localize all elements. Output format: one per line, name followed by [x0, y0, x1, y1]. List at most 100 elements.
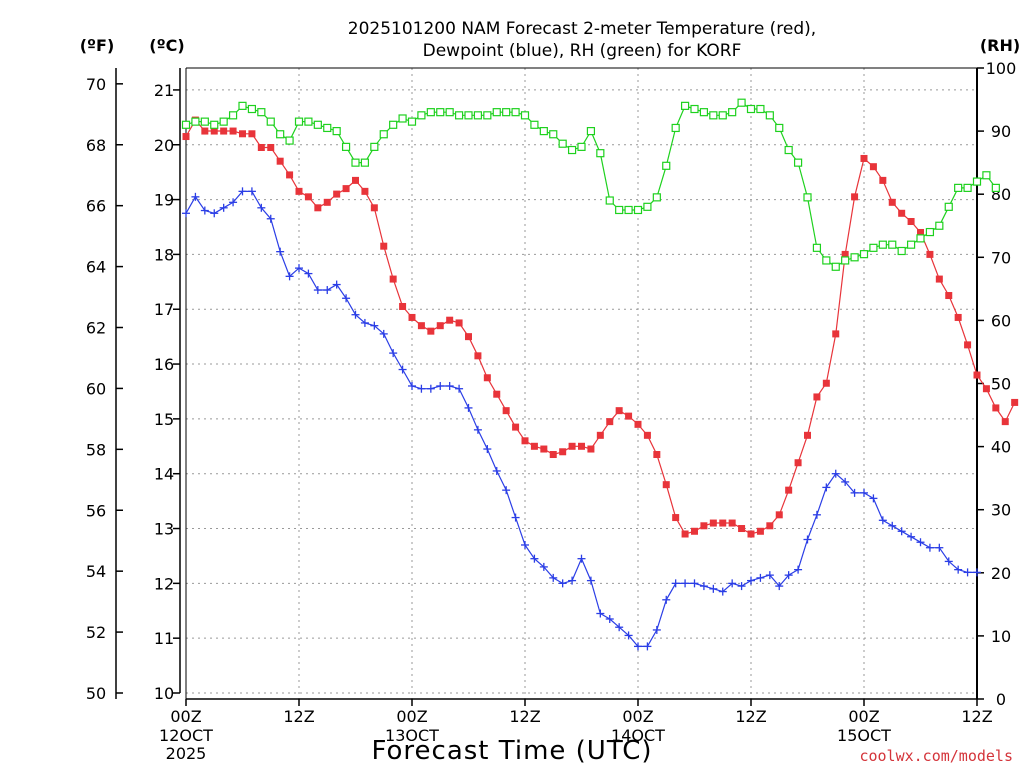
temperature-point: [898, 209, 906, 217]
dewpoint-point: [304, 269, 313, 278]
celsius-tick-label: 15: [154, 410, 174, 429]
temperature-point: [267, 143, 275, 151]
dewpoint-point: [408, 381, 416, 390]
rh-point: [398, 114, 407, 123]
celsius-tick-label: 14: [154, 465, 174, 484]
rh-point: [596, 149, 605, 158]
temperature-point: [408, 313, 416, 321]
dewpoint-point: [643, 642, 652, 651]
celsius-tick-label: 17: [154, 300, 174, 319]
rh-point: [558, 139, 567, 148]
rh-point: [869, 243, 878, 252]
rh-tick-label: 30: [991, 501, 1011, 520]
temperature-point: [851, 193, 859, 201]
rh-point: [445, 108, 454, 117]
temperature-point: [559, 448, 567, 456]
series-layer: [181, 98, 1019, 651]
temperature-point: [756, 527, 764, 535]
dewpoint-point: [765, 571, 774, 580]
temperature-point: [917, 228, 924, 236]
dewpoint-point: [455, 384, 464, 393]
temperature-point: [662, 481, 670, 489]
dewpoint-point: [963, 568, 972, 577]
rh-point: [841, 256, 850, 265]
dewpoint-point: [210, 209, 219, 218]
temperature-point: [220, 127, 228, 135]
temperature-point: [201, 127, 209, 135]
chart-title-line-2: Dewpoint (blue), RH (green) for KORF: [423, 41, 742, 61]
source-credit: coolwx.com/models: [859, 747, 1013, 765]
dewpoint-point: [219, 203, 228, 212]
celsius-unit-label: (ºC): [149, 36, 184, 55]
dewpoint-point: [389, 349, 398, 358]
temperature-point: [455, 319, 463, 327]
temperature-point: [257, 143, 265, 151]
dewpoint-point: [266, 214, 275, 223]
temperature-point: [304, 193, 312, 201]
x-tick-label: 00Z: [170, 707, 201, 726]
dewpoint-point: [182, 209, 190, 218]
dewpoint-point: [935, 543, 944, 552]
rh-point: [699, 108, 709, 117]
fahrenheit-tick-label: 58: [86, 440, 106, 459]
temperature-point: [399, 302, 407, 310]
temperature-point: [229, 127, 237, 135]
temperature-point: [775, 511, 783, 519]
rh-point: [633, 205, 643, 215]
fahrenheit-tick-label: 64: [86, 258, 106, 277]
temperature-point: [926, 250, 934, 258]
rh-point: [266, 117, 275, 126]
rh-point: [680, 101, 690, 110]
rh-point: [737, 98, 746, 107]
dewpoint-point: [445, 381, 454, 390]
temperature-point: [681, 530, 689, 538]
temperature-line: [185, 119, 1016, 535]
rh-point: [954, 183, 963, 192]
rh-point: [502, 108, 511, 117]
dewpoint-point: [511, 513, 520, 522]
fahrenheit-tick-label: 50: [86, 684, 106, 703]
temperature-point: [992, 404, 1000, 412]
dewpoint-point: [822, 483, 831, 492]
dewpoint-point: [285, 272, 294, 281]
dewpoint-point: [521, 540, 529, 549]
dewpoint-point: [652, 625, 661, 634]
dewpoint-point: [794, 565, 803, 574]
rh-point: [389, 120, 398, 129]
rh-point: [473, 111, 483, 120]
temperature-point: [361, 187, 369, 195]
dewpoint-point: [624, 631, 633, 640]
rh-point: [520, 111, 530, 120]
dewpoint-point: [954, 565, 963, 574]
dewpoint-point: [699, 582, 708, 591]
temperature-point: [964, 341, 972, 349]
temperature-point: [182, 133, 190, 141]
temperature-point: [333, 190, 341, 198]
rh-point: [850, 253, 859, 262]
rh-point: [294, 117, 304, 126]
dewpoint-point: [238, 187, 247, 196]
rh-point: [784, 145, 793, 155]
dewpoint-point: [831, 469, 840, 478]
temperature-point: [888, 198, 896, 206]
dewpoint-point: [398, 365, 407, 374]
rh-point: [728, 108, 737, 117]
temperature-point: [512, 423, 520, 431]
rh-point: [935, 221, 944, 230]
dewpoint-point: [775, 582, 784, 591]
temperature-point: [822, 379, 830, 387]
rh-point: [549, 130, 558, 139]
temperature-point: [446, 316, 454, 324]
rh-point: [897, 246, 906, 256]
celsius-tick-label: 11: [154, 629, 174, 648]
rh-point: [906, 240, 916, 249]
rh-point: [323, 123, 332, 133]
temperature-point: [832, 330, 840, 338]
dewpoint-point: [728, 579, 737, 588]
dewpoint-point: [718, 587, 727, 596]
temperature-point: [879, 176, 887, 184]
celsius-tick-label: 12: [154, 574, 174, 593]
celsius-tick-label: 13: [154, 520, 174, 539]
temperature-point: [417, 322, 425, 330]
dewpoint-point: [342, 294, 351, 303]
